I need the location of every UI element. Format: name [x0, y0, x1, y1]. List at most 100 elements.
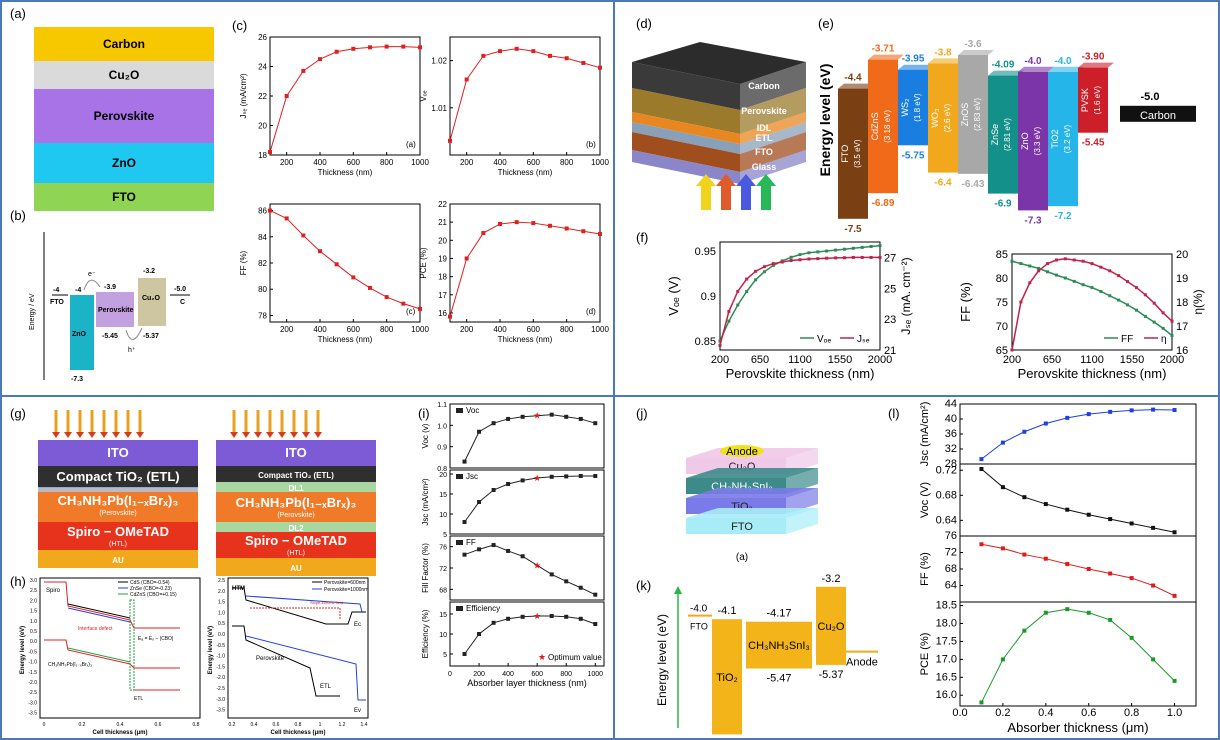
y-tick-label: -2.5 — [216, 686, 225, 692]
y2-tick-label: 20 — [1176, 249, 1188, 261]
pvk-label: Perovskite — [256, 656, 285, 662]
data-point — [549, 572, 554, 577]
y-tick-label: -1.5 — [216, 664, 225, 670]
chart-i2: 5 10 15 20 Jsc (mA/cm²) ★ Jsc — [421, 469, 605, 539]
data-point — [598, 231, 602, 236]
data-point — [1172, 593, 1177, 598]
data-point — [578, 585, 583, 590]
data-point — [520, 614, 525, 619]
label-l: (l) — [888, 406, 900, 421]
legend-swatch — [456, 408, 463, 413]
data-point — [506, 482, 511, 486]
interface-dotted-layer — [38, 487, 198, 492]
data-point — [1010, 348, 1014, 352]
data-point — [401, 301, 406, 306]
material-block-6 — [1018, 71, 1048, 211]
x-tick-label: 2000 — [868, 354, 892, 366]
band-plot-right: 2.5 2.0 1.5 1.0 0.5 0.0 -0.5 -1.0 -1.5 -2.0 -2.5 -3… — [208, 577, 369, 736]
layer-label: Carbon — [103, 37, 145, 51]
material-bot-val: -7.2 — [1054, 211, 1072, 222]
y-tick-label: -1.0 — [216, 654, 225, 660]
y-axis-label: Energy level (eV) — [208, 626, 214, 674]
layer-label: CH₃NH₃Pb(I₁₋ₓBrₓ)₃ — [236, 495, 357, 510]
material-top-face — [928, 58, 964, 64]
data-point — [301, 233, 306, 238]
material-bot-val: -6.89 — [872, 198, 895, 209]
layer-label: FTO — [731, 521, 753, 533]
series-line — [269, 46, 421, 153]
data-point — [869, 255, 873, 259]
y2-tick-label: 18 — [1176, 297, 1188, 309]
material-block-2 — [898, 69, 928, 146]
label-a: (a) — [10, 6, 26, 21]
layer-3 — [216, 492, 376, 522]
material-block-4 — [958, 55, 988, 174]
legend-label: FF — [1121, 334, 1133, 345]
layer-front-2 — [740, 112, 806, 144]
plot-frame — [959, 403, 1197, 465]
data-point — [1108, 294, 1112, 298]
data-point — [578, 474, 583, 478]
material-top-val: -4.0 — [1024, 56, 1042, 67]
y-tick-label: 0.5 — [218, 621, 225, 627]
data-point — [401, 44, 406, 49]
label-g: (g) — [10, 406, 26, 421]
data-point — [1043, 610, 1048, 615]
material-name: ZnSe — [990, 124, 1000, 146]
data-point — [745, 290, 749, 293]
y-tick-label: 17.0 — [936, 653, 957, 665]
data-point — [754, 278, 758, 282]
material-top-face — [898, 64, 934, 70]
label-b: (b) — [10, 208, 26, 223]
material-name: ZnOS — [960, 103, 970, 127]
data-point — [1099, 265, 1103, 269]
label-d: (d) — [636, 16, 652, 31]
layer-front-3 — [686, 518, 786, 534]
data-point — [578, 616, 583, 621]
light-arrowhead — [100, 432, 108, 438]
data-point — [1043, 502, 1048, 507]
data-point — [491, 543, 496, 548]
y-tick-label: 0.5 — [30, 629, 37, 635]
x-axis-label: Cell thickness (μm) — [270, 730, 325, 736]
data-point — [548, 223, 552, 228]
legend-label: Efficiency — [466, 604, 500, 613]
series-line — [719, 256, 880, 346]
layer-label: AU — [112, 556, 124, 565]
x-tick-label: 0.2 — [229, 722, 236, 728]
data-point — [1172, 678, 1177, 683]
layer-label: DL1 — [288, 484, 304, 493]
layer-top-3 — [686, 508, 818, 518]
y2-tick-label: 27 — [884, 252, 896, 264]
plot-frame — [959, 601, 1197, 707]
data-point — [807, 257, 811, 261]
y-tick-label: -0.5 — [216, 643, 225, 649]
data-point — [1065, 607, 1070, 612]
layer-front-3 — [740, 122, 806, 154]
layer-label: CH₃NH₃Pb(I₁₋ₓBrₓ)₃ — [58, 493, 179, 508]
anode-label: Anode — [726, 446, 758, 458]
data-point — [462, 459, 467, 464]
data-point — [745, 277, 749, 281]
chart-sublabel: (a) — [406, 140, 416, 149]
y-tick-label: 16 — [438, 309, 447, 318]
data-point — [491, 421, 496, 426]
y-tick-label: 82 — [258, 259, 267, 268]
x-axis-label: Thickness (nm) — [318, 335, 373, 344]
data-point — [1081, 283, 1085, 287]
y-tick-label: -1.0 — [28, 660, 37, 666]
x-tick-label: 0.4 — [251, 722, 258, 728]
data-point — [834, 256, 838, 260]
y-axis-label: Voc (V) — [919, 482, 931, 518]
material-name: ZnO — [1020, 132, 1030, 150]
chart-c3: 78 80 82 84 86 200 400 600 800 1000 FF (%) Thicknes… — [239, 203, 429, 344]
perovskite-block — [96, 292, 134, 327]
series-line — [1011, 258, 1173, 351]
data-point — [789, 259, 793, 263]
pvk-label: Perovskite — [98, 307, 134, 314]
label-f: (f) — [636, 230, 648, 245]
optimum-star-marker: ★ — [533, 611, 541, 621]
x-tick-label: 0.8 — [295, 722, 302, 728]
tio2-top: -4.1 — [718, 605, 737, 617]
